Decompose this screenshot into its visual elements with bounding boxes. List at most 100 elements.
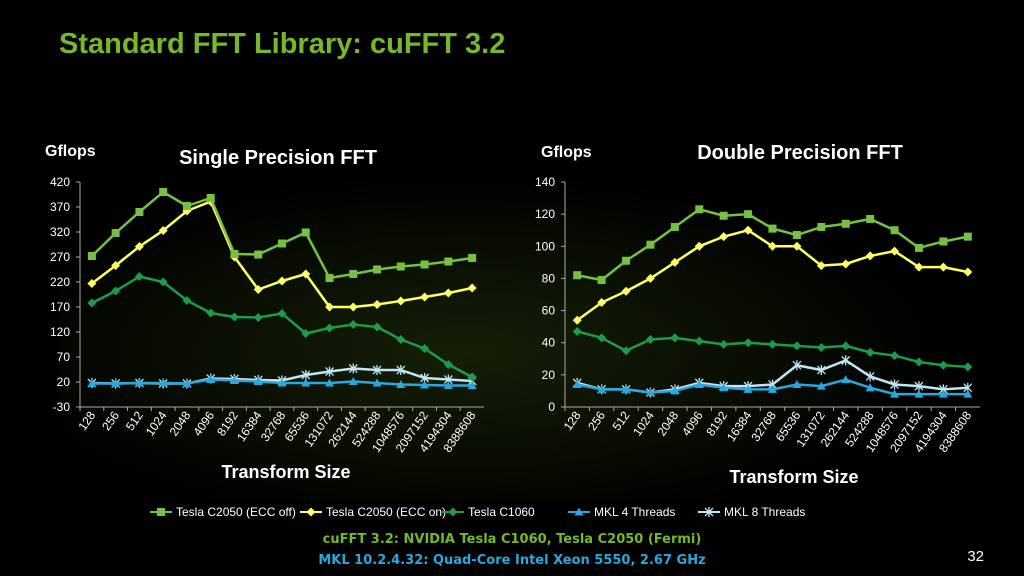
series-tesla-c1060 [87,272,477,382]
x-tick-label: 256 [99,408,122,433]
data-point [158,277,168,287]
series-tesla-c1060 [572,326,973,372]
y-tick-label: 20 [542,368,556,382]
data-point [301,378,311,387]
data-point [134,242,144,251]
background-glow [60,170,960,500]
data-point [111,229,120,237]
x-axis-label: Transform Size [729,467,858,487]
legend-item: MKL 4 Threads [568,505,675,519]
data-point [372,365,382,375]
data-point [420,292,430,302]
data-point [278,239,286,248]
data-point [372,378,382,387]
legend-item: MKL 8 Threads [698,505,805,519]
data-point [348,377,358,385]
data-point [695,205,704,214]
data-point [87,298,97,308]
series-tesla-c2050-ecc-on- [87,197,477,312]
data-point [325,323,335,333]
data-point [349,270,358,278]
data-point [914,357,924,367]
data-point [963,362,973,372]
data-point [134,272,144,281]
data-point [420,380,430,389]
y-axis-label: Gflops [541,144,592,161]
data-point [325,378,335,387]
data-point [443,288,453,298]
legend-item: Tesla C2050 (ECC on) [300,505,446,519]
data-point [111,286,121,296]
data-point [890,226,899,235]
legend-label: MKL 4 Threads [594,505,675,519]
series-mkl-4-threads [572,375,973,398]
data-point [396,335,406,344]
x-tick-label: 1024 [630,408,657,438]
data-point [792,241,802,251]
data-point [865,383,875,392]
data-point [373,265,382,274]
data-point [670,223,679,231]
data-point [621,346,631,356]
data-point [670,386,680,395]
data-point [277,309,287,318]
data-point [743,225,753,235]
data-point [817,223,826,231]
x-tick-label: 128 [561,408,584,433]
legend-marker [448,507,458,517]
data-point [253,313,263,322]
series-line [576,330,968,369]
data-point [348,363,358,374]
data-point [645,273,655,283]
x-tick-label: 512 [610,408,633,433]
data-point [939,237,948,246]
data-point [621,286,631,296]
data-point [348,302,358,312]
data-point [182,379,192,387]
y-tick-label: 100 [535,239,555,253]
x-tick-label: 2048 [167,408,194,438]
data-point [182,296,192,305]
data-point [792,231,801,240]
legend-marker [306,507,316,517]
data-point [277,378,287,387]
data-point [468,254,477,262]
data-point [396,365,406,375]
slide-title: Standard FFT Library: cuFFT 3.2 [59,28,506,60]
data-point [87,252,96,260]
data-point [816,365,826,376]
x-tick-label: 256 [585,408,608,433]
data-point [646,240,655,249]
data-point [444,257,453,266]
chart-legend: Tesla C2050 (ECC off) Tesla C2050 (ECC on… [150,505,805,519]
data-point [597,276,606,285]
data-point [254,250,263,259]
legend-marker [574,507,584,516]
data-point [572,326,582,336]
data-point [229,376,239,384]
data-point [622,256,631,265]
x-tick-label: 1024 [143,408,170,438]
y-tick-label: 120 [50,325,70,339]
data-point [111,261,121,270]
data-point [230,250,239,258]
data-point [443,360,453,369]
data-point [253,285,263,294]
series-tesla-c2050-ecc-off- [573,205,972,285]
series-line [91,275,473,379]
data-point [841,375,851,384]
data-point [768,241,777,251]
y-tick-label: 70 [57,350,71,364]
data-point [890,246,900,256]
data-point [325,274,334,282]
data-point [938,262,948,272]
y-axis-label: Gflops [45,143,96,160]
data-point [206,194,215,202]
data-point [420,260,429,269]
data-point [914,389,924,398]
data-point [792,360,802,371]
legend-marker [704,507,714,517]
y-tick-label: 80 [542,271,556,285]
y-tick-label: 220 [50,275,70,289]
data-point [743,384,753,393]
